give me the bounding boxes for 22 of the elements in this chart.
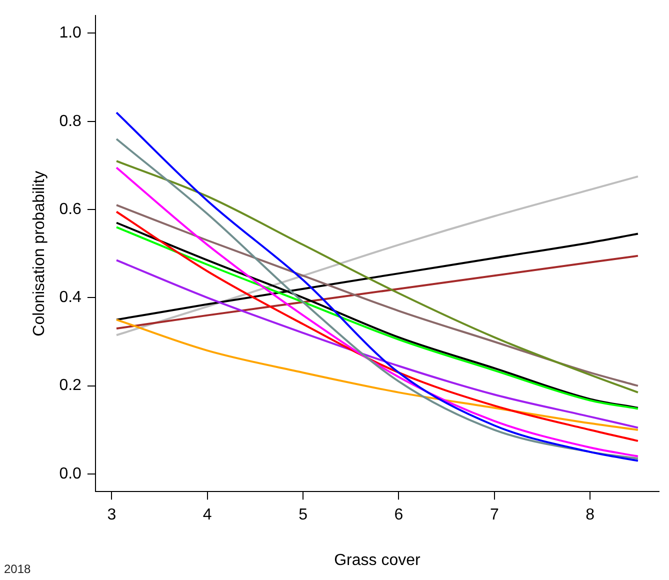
y-tick-label: 0.4 <box>59 289 82 306</box>
line-series <box>115 160 639 394</box>
line-series <box>115 204 639 387</box>
x-tick-label: 8 <box>586 506 595 524</box>
line-series <box>115 254 639 330</box>
line-series <box>115 175 639 336</box>
y-axis-title: Colonisation probability <box>31 170 48 336</box>
y-tick-label: 0.2 <box>59 377 82 394</box>
y-tick-label: 0.6 <box>59 200 82 218</box>
y-tick-label: 0.8 <box>59 112 82 130</box>
x-axis-title: Grass cover <box>334 552 422 569</box>
x-tick-label: 3 <box>107 506 116 524</box>
y-tick-label: 1.0 <box>59 24 82 42</box>
line-series <box>115 210 639 442</box>
x-tick-label: 5 <box>298 506 308 524</box>
x-tick-label: 6 <box>394 506 404 524</box>
line-series <box>115 259 639 429</box>
y-tick-label: 0.0 <box>59 465 82 482</box>
line-series <box>115 318 639 431</box>
x-tick-label: 7 <box>490 506 499 524</box>
text: 2018 <box>4 562 31 576</box>
x-tick-label: 4 <box>202 506 212 524</box>
